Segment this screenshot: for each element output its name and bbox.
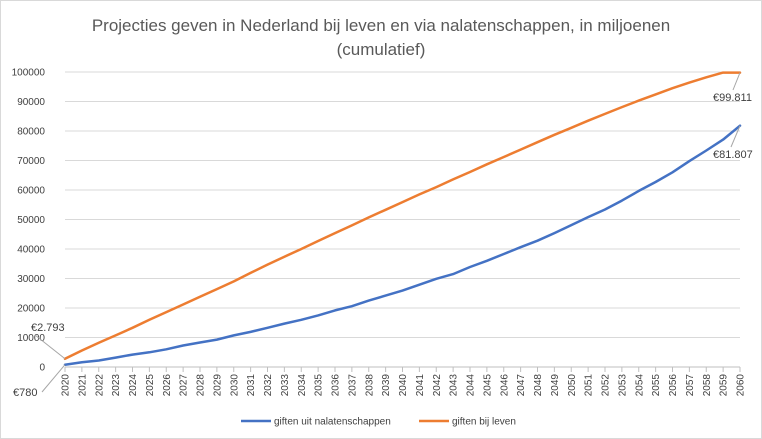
x-tick-label: 2030	[229, 374, 240, 397]
x-tick-label: 2032	[263, 374, 274, 397]
x-tick-label: 2059	[719, 374, 730, 397]
x-tick-label: 2025	[145, 374, 156, 397]
y-tick-label: 0	[39, 363, 45, 374]
x-tick-label: 2026	[162, 374, 173, 397]
y-tick-label: 10000	[17, 333, 45, 344]
data-annotation: €780	[13, 387, 37, 399]
y-tick-label: 20000	[17, 304, 45, 315]
data-annotations: €2.793 €780 €99.811 €81.807	[13, 72, 753, 399]
x-tick-label: 2042	[432, 374, 443, 397]
x-tick-label: 2028	[196, 374, 207, 397]
x-tick-label: 2045	[482, 374, 493, 397]
data-annotation: €2.793	[31, 322, 65, 334]
x-tick-label: 2039	[381, 374, 392, 397]
annotation-leader-line	[732, 72, 741, 91]
gridlines	[65, 71, 740, 368]
x-tick-label: 2044	[466, 374, 477, 397]
x-tick-label: 2055	[651, 374, 662, 397]
x-tick-label: 2021	[77, 374, 88, 397]
annotation-leader-line	[41, 364, 66, 393]
x-tick-label: 2056	[668, 374, 679, 397]
y-tick-label: 90000	[17, 97, 45, 108]
x-tick-label: 2022	[94, 374, 105, 397]
chart-title-line-1: Projecties geven in Nederland bij leven …	[92, 16, 670, 35]
x-tick-label: 2048	[533, 374, 544, 397]
x-tick-label: 2046	[499, 374, 510, 397]
x-tick-label: 2052	[601, 374, 612, 397]
x-tick-label: 2034	[297, 374, 308, 397]
x-tick-label: 2033	[280, 374, 291, 397]
x-tick-label: 2037	[347, 374, 358, 397]
x-tick-label: 2054	[634, 374, 645, 397]
x-tick-label: 2053	[617, 374, 628, 397]
series-line-0	[63, 124, 742, 366]
chart-title-line-2: (cumulatief)	[337, 40, 426, 59]
x-tick-label: 2049	[550, 374, 561, 397]
legend-label: giften bij leven	[452, 417, 516, 428]
y-tick-label: 80000	[17, 127, 45, 138]
y-tick-label: 30000	[17, 274, 45, 285]
series-lines	[63, 71, 742, 366]
y-tick-label: 60000	[17, 186, 45, 197]
x-tick-label: 2051	[584, 374, 595, 397]
x-tick-label: 2023	[111, 374, 122, 397]
data-annotation: €81.807	[713, 149, 753, 161]
x-tick-label: 2060	[736, 374, 747, 397]
x-tick-label: 2041	[415, 374, 426, 397]
y-axis-ticks: 0 10000 20000 30000 40000 50000 60000 70000 8000…	[12, 68, 46, 374]
x-tick-label: 2029	[212, 374, 223, 397]
x-tick-label: 2040	[398, 374, 409, 397]
x-tick-label: 2020	[61, 374, 72, 397]
y-tick-label: 40000	[17, 245, 45, 256]
series-line-1	[63, 71, 742, 361]
x-tick-label: 2027	[179, 374, 190, 397]
x-axis-ticks: 2020 2021 2022 2023 2024 2025 2026 2027 2028 2029…	[61, 367, 747, 396]
legend: giften uit nalatenschappen giften bij lev…	[241, 417, 516, 428]
x-tick-label: 2035	[314, 374, 325, 397]
x-tick-label: 2036	[331, 374, 342, 397]
x-tick-label: 2057	[685, 374, 696, 397]
x-tick-label: 2043	[449, 374, 460, 397]
data-annotation: €99.811	[713, 92, 752, 104]
legend-label: giften uit nalatenschappen	[274, 417, 391, 428]
x-tick-label: 2050	[567, 374, 578, 397]
annotation-leader-line	[34, 334, 66, 360]
x-tick-label: 2031	[246, 374, 257, 397]
x-tick-label: 2038	[364, 374, 375, 397]
y-tick-label: 100000	[12, 68, 46, 79]
x-tick-label: 2047	[516, 374, 527, 397]
x-tick-label: 2058	[702, 374, 713, 397]
y-tick-label: 50000	[17, 215, 45, 226]
annotation-leader-line	[730, 125, 741, 148]
x-tick-label: 2024	[128, 374, 139, 397]
y-tick-label: 70000	[17, 156, 45, 167]
